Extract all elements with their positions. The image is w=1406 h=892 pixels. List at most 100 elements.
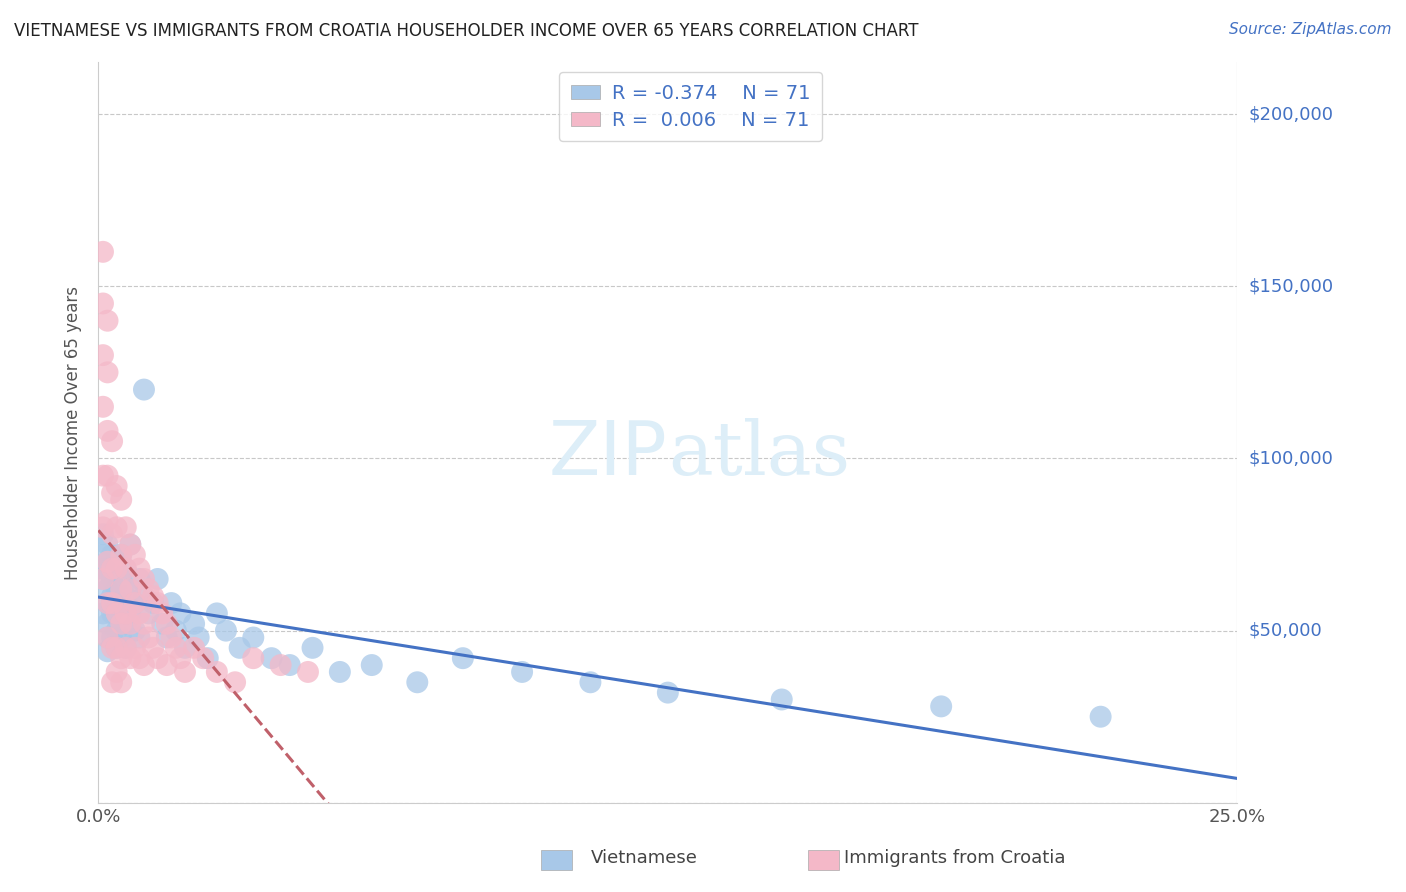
- Point: [114, 561, 136, 575]
- Text: ZIP: ZIP: [550, 418, 668, 491]
- Point: [138, 582, 160, 597]
- Point: [128, 631, 150, 645]
- Point: [579, 675, 602, 690]
- Point: [101, 596, 124, 610]
- Point: [91, 607, 114, 621]
- Point: [205, 665, 228, 679]
- Point: [165, 640, 187, 655]
- Text: $200,000: $200,000: [1249, 105, 1333, 123]
- Point: [128, 607, 150, 621]
- Point: [101, 589, 124, 603]
- Point: [110, 651, 132, 665]
- Point: [96, 424, 118, 438]
- Point: [146, 572, 169, 586]
- Point: [110, 616, 132, 631]
- Point: [187, 631, 209, 645]
- Point: [132, 658, 155, 673]
- Point: [101, 486, 124, 500]
- Point: [101, 561, 124, 575]
- Point: [260, 651, 283, 665]
- Point: [183, 640, 205, 655]
- Point: [138, 607, 160, 621]
- Legend: R = -0.374    N = 71, R =  0.006    N = 71: R = -0.374 N = 71, R = 0.006 N = 71: [560, 72, 823, 141]
- Point: [120, 582, 142, 597]
- Point: [215, 624, 238, 638]
- Point: [96, 513, 118, 527]
- Point: [96, 555, 118, 569]
- Point: [91, 400, 114, 414]
- Point: [150, 616, 173, 631]
- Point: [124, 548, 146, 562]
- Point: [105, 640, 128, 655]
- Point: [101, 640, 124, 655]
- Point: [101, 548, 124, 562]
- Point: [169, 607, 191, 621]
- Point: [101, 561, 124, 575]
- Point: [114, 589, 136, 603]
- Point: [105, 640, 128, 655]
- Point: [110, 548, 132, 562]
- Point: [91, 468, 114, 483]
- Point: [101, 572, 124, 586]
- Point: [142, 596, 165, 610]
- Point: [510, 665, 533, 679]
- Point: [242, 631, 264, 645]
- Point: [96, 631, 118, 645]
- Point: [360, 658, 382, 673]
- Point: [91, 561, 114, 575]
- Point: [114, 616, 136, 631]
- Point: [105, 624, 128, 638]
- Text: Source: ZipAtlas.com: Source: ZipAtlas.com: [1229, 22, 1392, 37]
- Point: [91, 572, 114, 586]
- Point: [105, 607, 128, 621]
- Point: [105, 520, 128, 534]
- Point: [96, 631, 118, 645]
- Point: [124, 596, 146, 610]
- Point: [96, 555, 118, 569]
- Point: [120, 607, 142, 621]
- Point: [156, 616, 179, 631]
- Point: [101, 596, 124, 610]
- Point: [96, 644, 118, 658]
- Point: [406, 675, 429, 690]
- Point: [160, 631, 183, 645]
- Point: [91, 296, 114, 310]
- Point: [105, 607, 128, 621]
- Point: [120, 651, 142, 665]
- Point: [132, 572, 155, 586]
- Point: [114, 520, 136, 534]
- Point: [169, 651, 191, 665]
- Point: [451, 651, 474, 665]
- Point: [110, 675, 132, 690]
- Point: [132, 616, 155, 631]
- Point: [120, 537, 142, 551]
- Point: [197, 651, 219, 665]
- Point: [110, 596, 132, 610]
- Point: [128, 561, 150, 575]
- Point: [128, 572, 150, 586]
- Point: [174, 640, 197, 655]
- Point: [242, 651, 264, 665]
- Point: [105, 555, 128, 569]
- Point: [114, 640, 136, 655]
- Point: [205, 607, 228, 621]
- Point: [329, 665, 352, 679]
- Point: [165, 624, 187, 638]
- Point: [114, 561, 136, 575]
- Point: [110, 631, 132, 645]
- Point: [96, 365, 118, 379]
- Point: [120, 582, 142, 597]
- Point: [160, 596, 183, 610]
- Point: [96, 582, 118, 597]
- Point: [138, 631, 160, 645]
- Point: [132, 383, 155, 397]
- Point: [114, 640, 136, 655]
- Point: [110, 548, 132, 562]
- Text: Immigrants from Croatia: Immigrants from Croatia: [844, 849, 1066, 867]
- Text: atlas: atlas: [668, 418, 851, 491]
- Point: [132, 589, 155, 603]
- Point: [1090, 709, 1112, 723]
- Point: [297, 665, 319, 679]
- Point: [110, 582, 132, 597]
- Point: [124, 624, 146, 638]
